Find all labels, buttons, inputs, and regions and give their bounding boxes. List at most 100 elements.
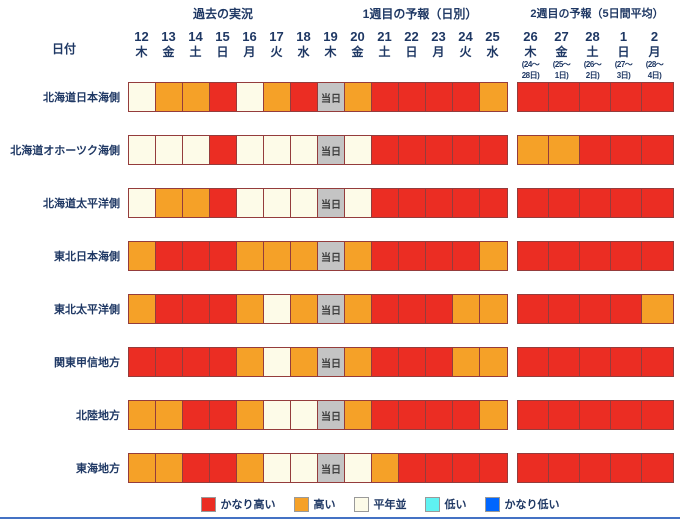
- date-number: 14: [188, 29, 203, 44]
- forecast-cell: [291, 189, 318, 217]
- date-column-header: 18 水: [290, 24, 317, 82]
- forecast-cell: [264, 189, 291, 217]
- forecast-cell: [426, 242, 453, 270]
- region-row: 北陸地方 当日: [0, 400, 674, 430]
- forecast-cell: [264, 295, 291, 323]
- date-range: (25～ 1日): [552, 60, 571, 80]
- today-cell: 当日: [318, 295, 345, 323]
- region-row: 東北太平洋側 当日: [0, 294, 674, 324]
- forecast-cell: [156, 295, 183, 323]
- date-weekday: 月: [243, 44, 256, 59]
- week1-cells: 当日: [128, 347, 508, 377]
- forecast-cell: [156, 189, 183, 217]
- date-number: 28: [585, 29, 600, 44]
- forecast-cell: [372, 83, 399, 111]
- forecast-cell: [642, 295, 673, 323]
- region-label: 関東甲信地方: [54, 357, 120, 369]
- forecast-cell: [210, 401, 237, 429]
- forecast-cell: [156, 401, 183, 429]
- date-weekday: 水: [486, 44, 499, 59]
- forecast-cell: [345, 83, 372, 111]
- legend-item: 高い: [293, 496, 336, 512]
- week1-cells: 当日: [128, 453, 508, 483]
- region-label: 北海道日本海側: [43, 92, 120, 104]
- forecast-cell: [518, 189, 549, 217]
- legend-swatch: [293, 496, 309, 512]
- date-weekday: 日: [405, 44, 418, 59]
- region-label: 北海道太平洋側: [43, 198, 120, 210]
- legend-label: かなり低い: [504, 499, 560, 511]
- date-number: 13: [161, 29, 176, 44]
- forecast-cell: [480, 401, 507, 429]
- forecast-cell: [518, 136, 549, 164]
- date-number: 19: [323, 29, 338, 44]
- forecast-cell: [345, 136, 372, 164]
- forecast-cell: [580, 295, 611, 323]
- forecast-cell: [264, 242, 291, 270]
- forecast-cell: [453, 242, 480, 270]
- date-number: 21: [377, 29, 392, 44]
- forecast-cell: [156, 242, 183, 270]
- week2-cells: [517, 188, 674, 218]
- week1-cells: 当日: [128, 294, 508, 324]
- forecast-cell: [291, 83, 318, 111]
- date-column-header: 24 火: [452, 24, 479, 82]
- forecast-cell: [129, 401, 156, 429]
- date-weekday: 火: [270, 44, 283, 59]
- forecast-cell: [183, 136, 210, 164]
- forecast-cell: [372, 136, 399, 164]
- date-header-row: 日付 12 木 13 金 14 土 15 日 16 月 17 火 18 水 19 木 20 金 21 土 22 日 23 月 24…: [0, 24, 674, 82]
- date-column-header: 16 月: [236, 24, 263, 82]
- forecast-cell: [580, 242, 611, 270]
- date-number: 26: [523, 29, 538, 44]
- forecast-cell: [399, 242, 426, 270]
- date-weekday: 土: [378, 44, 391, 59]
- forecast-cell: [291, 295, 318, 323]
- forecast-cell: [611, 348, 642, 376]
- forecast-cell: [453, 454, 480, 482]
- forecast-cell: [399, 348, 426, 376]
- date-column-header: 19 木: [317, 24, 344, 82]
- date-label: 日付: [51, 42, 76, 56]
- legend-item: かなり高い: [200, 496, 276, 512]
- date-weekday: 土: [189, 44, 202, 59]
- forecast-cell: [372, 348, 399, 376]
- week2-cells: [517, 135, 674, 165]
- forecast-cell: [156, 454, 183, 482]
- forecast-cell: [453, 136, 480, 164]
- forecast-cell: [611, 136, 642, 164]
- date-column-header: 25 水: [479, 24, 506, 82]
- forecast-cell: [129, 348, 156, 376]
- date-column-header: 22 日: [398, 24, 425, 82]
- date-weekday: 月: [432, 44, 445, 59]
- forecast-cell: [291, 136, 318, 164]
- date-column-header: 17 火: [263, 24, 290, 82]
- today-cell: 当日: [318, 136, 345, 164]
- forecast-cell: [426, 401, 453, 429]
- forecast-cell: [345, 454, 372, 482]
- region-row: 北海道オホーツク海側 当日: [0, 135, 674, 165]
- forecast-cell: [183, 189, 210, 217]
- forecast-cell: [399, 189, 426, 217]
- forecast-cell: [480, 348, 507, 376]
- forecast-cell: [580, 136, 611, 164]
- date-weekday: 木: [324, 44, 337, 59]
- date-column-header: 28 土 (26～ 2日): [577, 24, 608, 82]
- date-range: (27～ 3日): [614, 60, 633, 80]
- forecast-cell: [580, 454, 611, 482]
- forecast-cell: [156, 136, 183, 164]
- date-number: 24: [458, 29, 473, 44]
- section-header-week2: 2週目の予報（5日間平均）: [530, 8, 664, 20]
- week1-cells: 当日: [128, 400, 508, 430]
- forecast-cell: [291, 454, 318, 482]
- table-gap: [506, 24, 515, 82]
- forecast-cell: [291, 348, 318, 376]
- forecast-cell: [611, 83, 642, 111]
- forecast-table: 日付 12 木 13 金 14 土 15 日 16 月 17 火 18 水 19 木 20 金 21 土 22 日 23 月 24…: [0, 24, 674, 506]
- date-number: 22: [404, 29, 419, 44]
- forecast-cell: [237, 189, 264, 217]
- date-number: 25: [485, 29, 500, 44]
- date-number: 16: [242, 29, 257, 44]
- forecast-cell: [426, 83, 453, 111]
- forecast-cell: [518, 454, 549, 482]
